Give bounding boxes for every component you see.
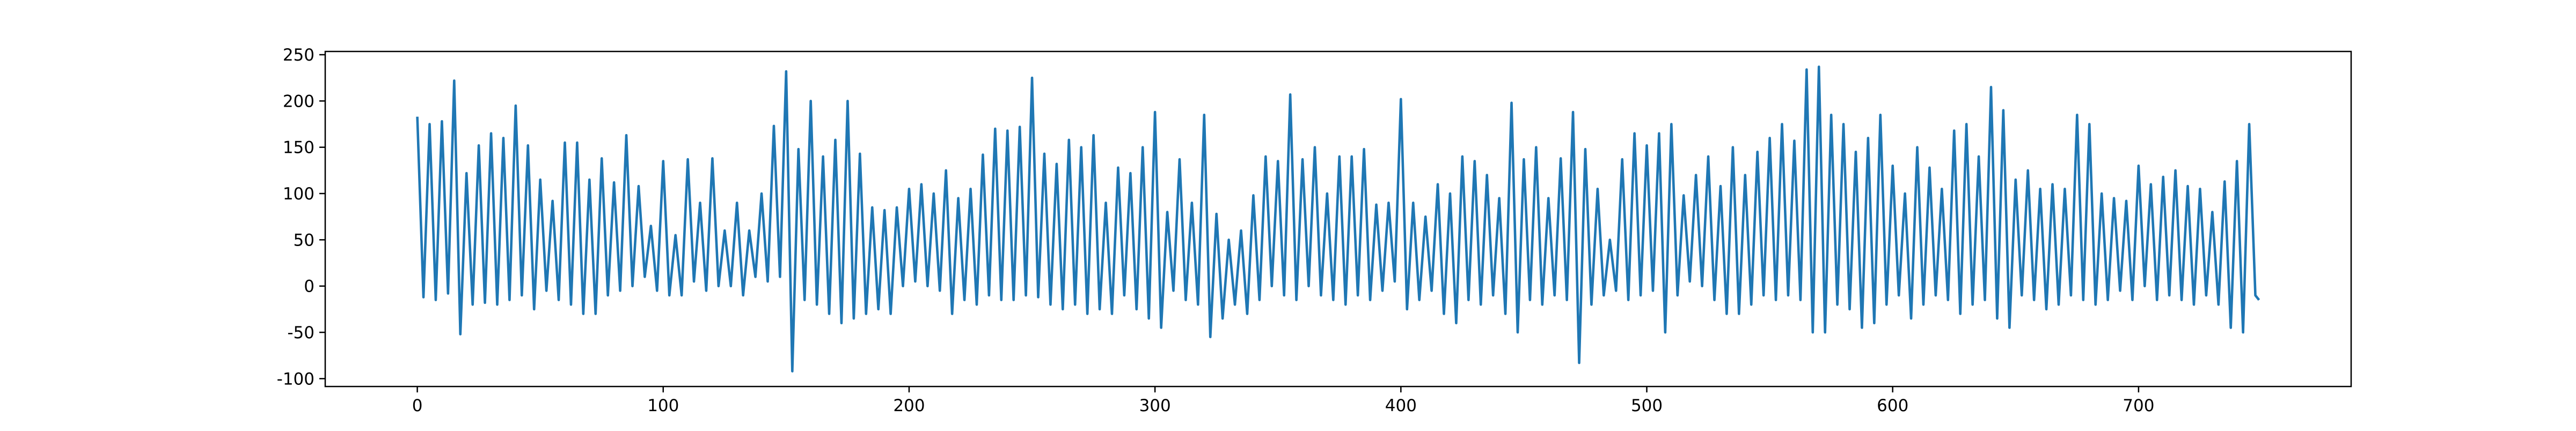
y-tick-label: 250 bbox=[283, 46, 314, 65]
x-tick-label: 600 bbox=[1877, 396, 1908, 415]
y-tick-label: -100 bbox=[277, 369, 314, 389]
plot-frame bbox=[324, 50, 2352, 388]
x-tick-label: 200 bbox=[893, 396, 925, 415]
y-tick-label: -50 bbox=[287, 323, 314, 343]
x-tick-label: 100 bbox=[647, 396, 679, 415]
y-tick-label: 200 bbox=[283, 92, 314, 111]
x-tick-label: 0 bbox=[412, 396, 423, 415]
y-tick-label: 50 bbox=[294, 231, 314, 250]
y-tick-label: 0 bbox=[304, 277, 314, 296]
y-tick-label: 100 bbox=[283, 184, 314, 204]
x-tick-label: 400 bbox=[1385, 396, 1417, 415]
y-tick-label: 150 bbox=[283, 138, 314, 158]
x-tick-label: 300 bbox=[1139, 396, 1171, 415]
x-tick-label: 700 bbox=[2123, 396, 2154, 415]
x-tick-label: 500 bbox=[1631, 396, 1663, 415]
series-line bbox=[416, 65, 2260, 373]
